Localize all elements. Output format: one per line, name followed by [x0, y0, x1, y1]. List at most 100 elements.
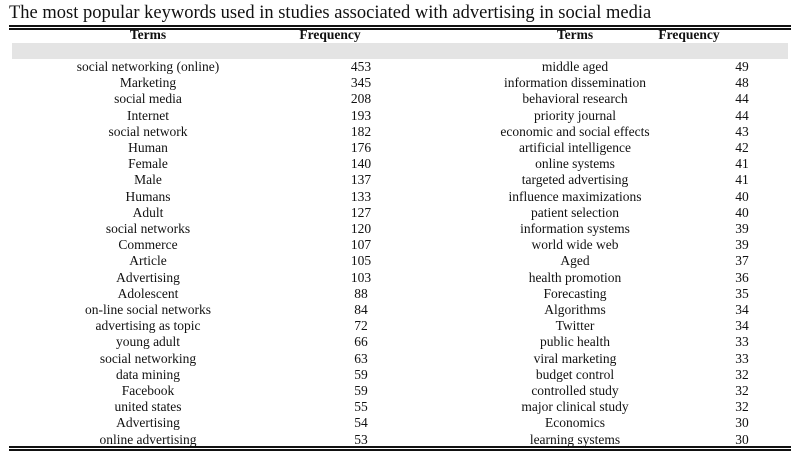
- frequency-cell: 34: [735, 318, 749, 334]
- frequency-cell: 53: [354, 431, 368, 447]
- frequency-cell: 33: [735, 350, 749, 366]
- term-cell: controlled study: [531, 383, 619, 398]
- table-row: Marketing 345 information dissemination 48: [0, 75, 800, 91]
- term-cell: economic and social effects: [500, 123, 650, 139]
- term-cell: budget control: [535, 366, 615, 382]
- table-row: Human 176 artificial intelligence 42: [0, 140, 800, 156]
- term-cell: Algorithms: [544, 302, 606, 317]
- term-cell: influence maximizations: [508, 188, 642, 204]
- table-row: Female 140 online systems 41: [0, 156, 800, 172]
- term-cell: social media: [114, 91, 182, 107]
- header-right-frequency: Frequency: [658, 27, 720, 42]
- term-cell: social networks: [105, 221, 191, 236]
- term-cell: Humans: [125, 188, 171, 204]
- term-cell: targeted advertising: [521, 172, 629, 188]
- term-cell: viral marketing: [533, 350, 617, 366]
- table-row: Internet 193 priority journal 44: [0, 108, 800, 124]
- term-cell: online systems: [535, 156, 615, 172]
- frequency-cell: 453: [350, 59, 372, 74]
- frequency-cell: 54: [354, 415, 368, 431]
- frequency-cell: 193: [350, 107, 372, 123]
- term-cell: world wide web: [531, 237, 619, 253]
- term-cell: priority journal: [533, 107, 617, 123]
- term-cell: Commerce: [118, 237, 178, 253]
- header-left-terms: Terms: [129, 27, 167, 42]
- term-cell: Human: [128, 140, 168, 155]
- term-cell: Twitter: [555, 318, 595, 334]
- term-cell: artificial intelligence: [518, 140, 632, 155]
- term-cell: Marketing: [119, 75, 177, 91]
- frequency-cell: 137: [350, 172, 372, 188]
- table-row: social network 182 economic and social eff…: [0, 124, 800, 140]
- frequency-cell: 40: [735, 188, 749, 204]
- table-title: The most popular keywords used in studie…: [9, 3, 652, 23]
- frequency-cell: 32: [735, 399, 749, 415]
- frequency-cell: 105: [350, 253, 372, 269]
- term-cell: Aged: [560, 253, 590, 269]
- table-row: on-line social networks 84 Algorithms 34: [0, 302, 800, 318]
- frequency-cell: 42: [735, 140, 749, 155]
- term-cell: Article: [129, 253, 167, 269]
- frequency-cell: 59: [354, 383, 368, 398]
- term-cell: young adult: [115, 334, 181, 350]
- frequency-cell: 182: [350, 123, 372, 139]
- frequency-cell: 43: [735, 123, 749, 139]
- frequency-cell: 140: [350, 156, 372, 172]
- table-row: data mining 59 budget control 32: [0, 367, 800, 383]
- term-cell: on-line social networks: [85, 302, 211, 317]
- table-row: Adolescent 88 Forecasting 35: [0, 286, 800, 302]
- table-row: Advertising 103 health promotion 36: [0, 270, 800, 286]
- term-cell: social network: [108, 123, 188, 139]
- frequency-cell: 127: [350, 204, 372, 220]
- frequency-cell: 41: [735, 172, 749, 188]
- frequency-cell: 176: [350, 140, 372, 155]
- frequency-cell: 107: [350, 237, 372, 253]
- top-rule-double: [9, 28, 791, 30]
- table-row: Humans 133 influence maximizations 40: [0, 189, 800, 205]
- frequency-cell: 35: [735, 285, 749, 301]
- frequency-cell: 66: [354, 334, 368, 350]
- header-separator-band: [12, 43, 788, 59]
- frequency-cell: 44: [735, 91, 749, 107]
- header-left-frequency: Frequency: [299, 27, 361, 42]
- frequency-cell: 32: [735, 366, 749, 382]
- term-cell: patient selection: [530, 204, 620, 220]
- table-row: social networking (online) 453 middle aged…: [0, 59, 800, 75]
- frequency-cell: 72: [354, 318, 368, 334]
- frequency-cell: 120: [350, 221, 372, 236]
- frequency-cell: 40: [735, 204, 749, 220]
- term-cell: social networking: [99, 350, 197, 366]
- term-cell: Internet: [127, 107, 169, 123]
- header-right-terms: Terms: [556, 27, 594, 42]
- term-cell: Adolescent: [117, 285, 179, 301]
- frequency-cell: 133: [350, 188, 372, 204]
- frequency-cell: 55: [354, 399, 368, 415]
- term-cell: Female: [128, 156, 168, 172]
- term-cell: Facebook: [121, 383, 175, 398]
- term-cell: information systems: [520, 221, 630, 236]
- table-row: social networks 120 information systems 39: [0, 221, 800, 237]
- frequency-cell: 103: [350, 269, 372, 285]
- term-cell: Advertising: [116, 269, 180, 285]
- term-cell: Advertising: [116, 415, 180, 431]
- term-cell: information dissemination: [503, 75, 647, 91]
- frequency-cell: 39: [735, 237, 749, 253]
- term-cell: advertising as topic: [95, 318, 201, 334]
- term-cell: health promotion: [528, 269, 622, 285]
- frequency-cell: 44: [735, 107, 749, 123]
- table-row: united states 55 major clinical study 32: [0, 399, 800, 415]
- table-row: social networking 63 viral marketing 33: [0, 351, 800, 367]
- frequency-cell: 30: [735, 431, 749, 447]
- frequency-cell: 37: [735, 253, 749, 269]
- table-row: Article 105 Aged 37: [0, 253, 800, 269]
- table-row: social media 208 behavioral research 44: [0, 91, 800, 107]
- term-cell: social networking (online): [76, 59, 220, 74]
- table-row: Advertising 54 Economics 30: [0, 415, 800, 431]
- frequency-cell: 84: [354, 302, 368, 317]
- frequency-cell: 39: [735, 221, 749, 236]
- frequency-cell: 208: [350, 91, 372, 107]
- term-cell: middle aged: [541, 59, 609, 74]
- frequency-cell: 88: [354, 285, 368, 301]
- term-cell: behavioral research: [522, 91, 628, 107]
- frequency-cell: 33: [735, 334, 749, 350]
